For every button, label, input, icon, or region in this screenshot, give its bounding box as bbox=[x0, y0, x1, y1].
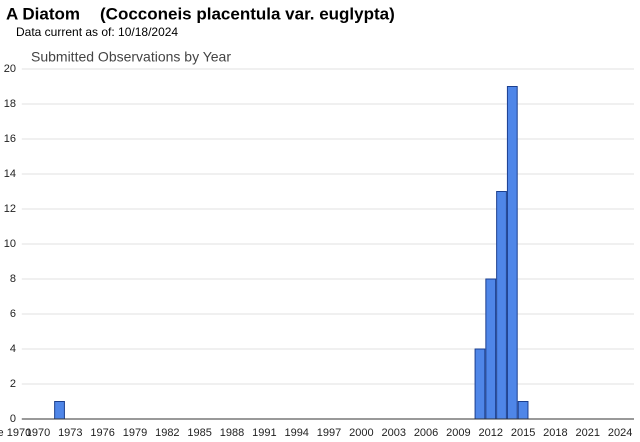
x-tick-label: 2000 bbox=[349, 427, 373, 439]
bar bbox=[517, 401, 529, 420]
x-tick-label: 2012 bbox=[479, 427, 503, 439]
x-tick-label: 1991 bbox=[252, 427, 276, 439]
y-tick-label: 0 bbox=[10, 413, 16, 425]
y-tick-label: 6 bbox=[10, 308, 16, 320]
y-tick-label: 16 bbox=[4, 133, 16, 145]
x-tick-label: 1994 bbox=[284, 427, 308, 439]
x-tick-label: 2018 bbox=[543, 427, 567, 439]
bar bbox=[496, 191, 507, 420]
y-tick-label: 14 bbox=[4, 168, 16, 180]
x-tick-label: 1985 bbox=[187, 427, 211, 439]
y-tick-label: 10 bbox=[4, 238, 16, 250]
x-tick-label: 1973 bbox=[58, 427, 82, 439]
x-tick-label: 1982 bbox=[155, 427, 179, 439]
y-tick-label: 8 bbox=[10, 273, 16, 285]
x-tick-label: 1997 bbox=[317, 427, 341, 439]
y-tick-label: 18 bbox=[4, 98, 16, 110]
bar bbox=[485, 278, 497, 420]
subtitle: Data current as of: 10/18/2024 bbox=[16, 25, 178, 39]
x-tick-label: 2021 bbox=[576, 427, 600, 439]
x-tick-label: 1988 bbox=[220, 427, 244, 439]
y-tick-label: 20 bbox=[4, 63, 16, 75]
x-tick-label: 2009 bbox=[446, 427, 470, 439]
species-name: (Cocconeis placentula var. euglypta) bbox=[100, 4, 395, 23]
bar bbox=[506, 86, 518, 420]
x-tick-label: pre 1970 bbox=[0, 427, 31, 439]
x-tick-label: 2024 bbox=[608, 427, 632, 439]
x-tick-label: 1976 bbox=[90, 427, 114, 439]
y-tick-label: 4 bbox=[10, 343, 16, 355]
x-tick-label: 2006 bbox=[414, 427, 438, 439]
x-tick-label: 1979 bbox=[123, 427, 147, 439]
page-title: A Diatom bbox=[6, 4, 80, 23]
bar bbox=[474, 348, 486, 420]
bar bbox=[54, 401, 65, 420]
x-tick-label: 2003 bbox=[381, 427, 405, 439]
x-tick-label: 1970 bbox=[26, 427, 50, 439]
y-tick-label: 12 bbox=[4, 203, 16, 215]
y-tick-label: 2 bbox=[10, 378, 16, 390]
chart-title: Submitted Observations by Year bbox=[31, 49, 231, 65]
x-tick-label: 2015 bbox=[511, 427, 535, 439]
